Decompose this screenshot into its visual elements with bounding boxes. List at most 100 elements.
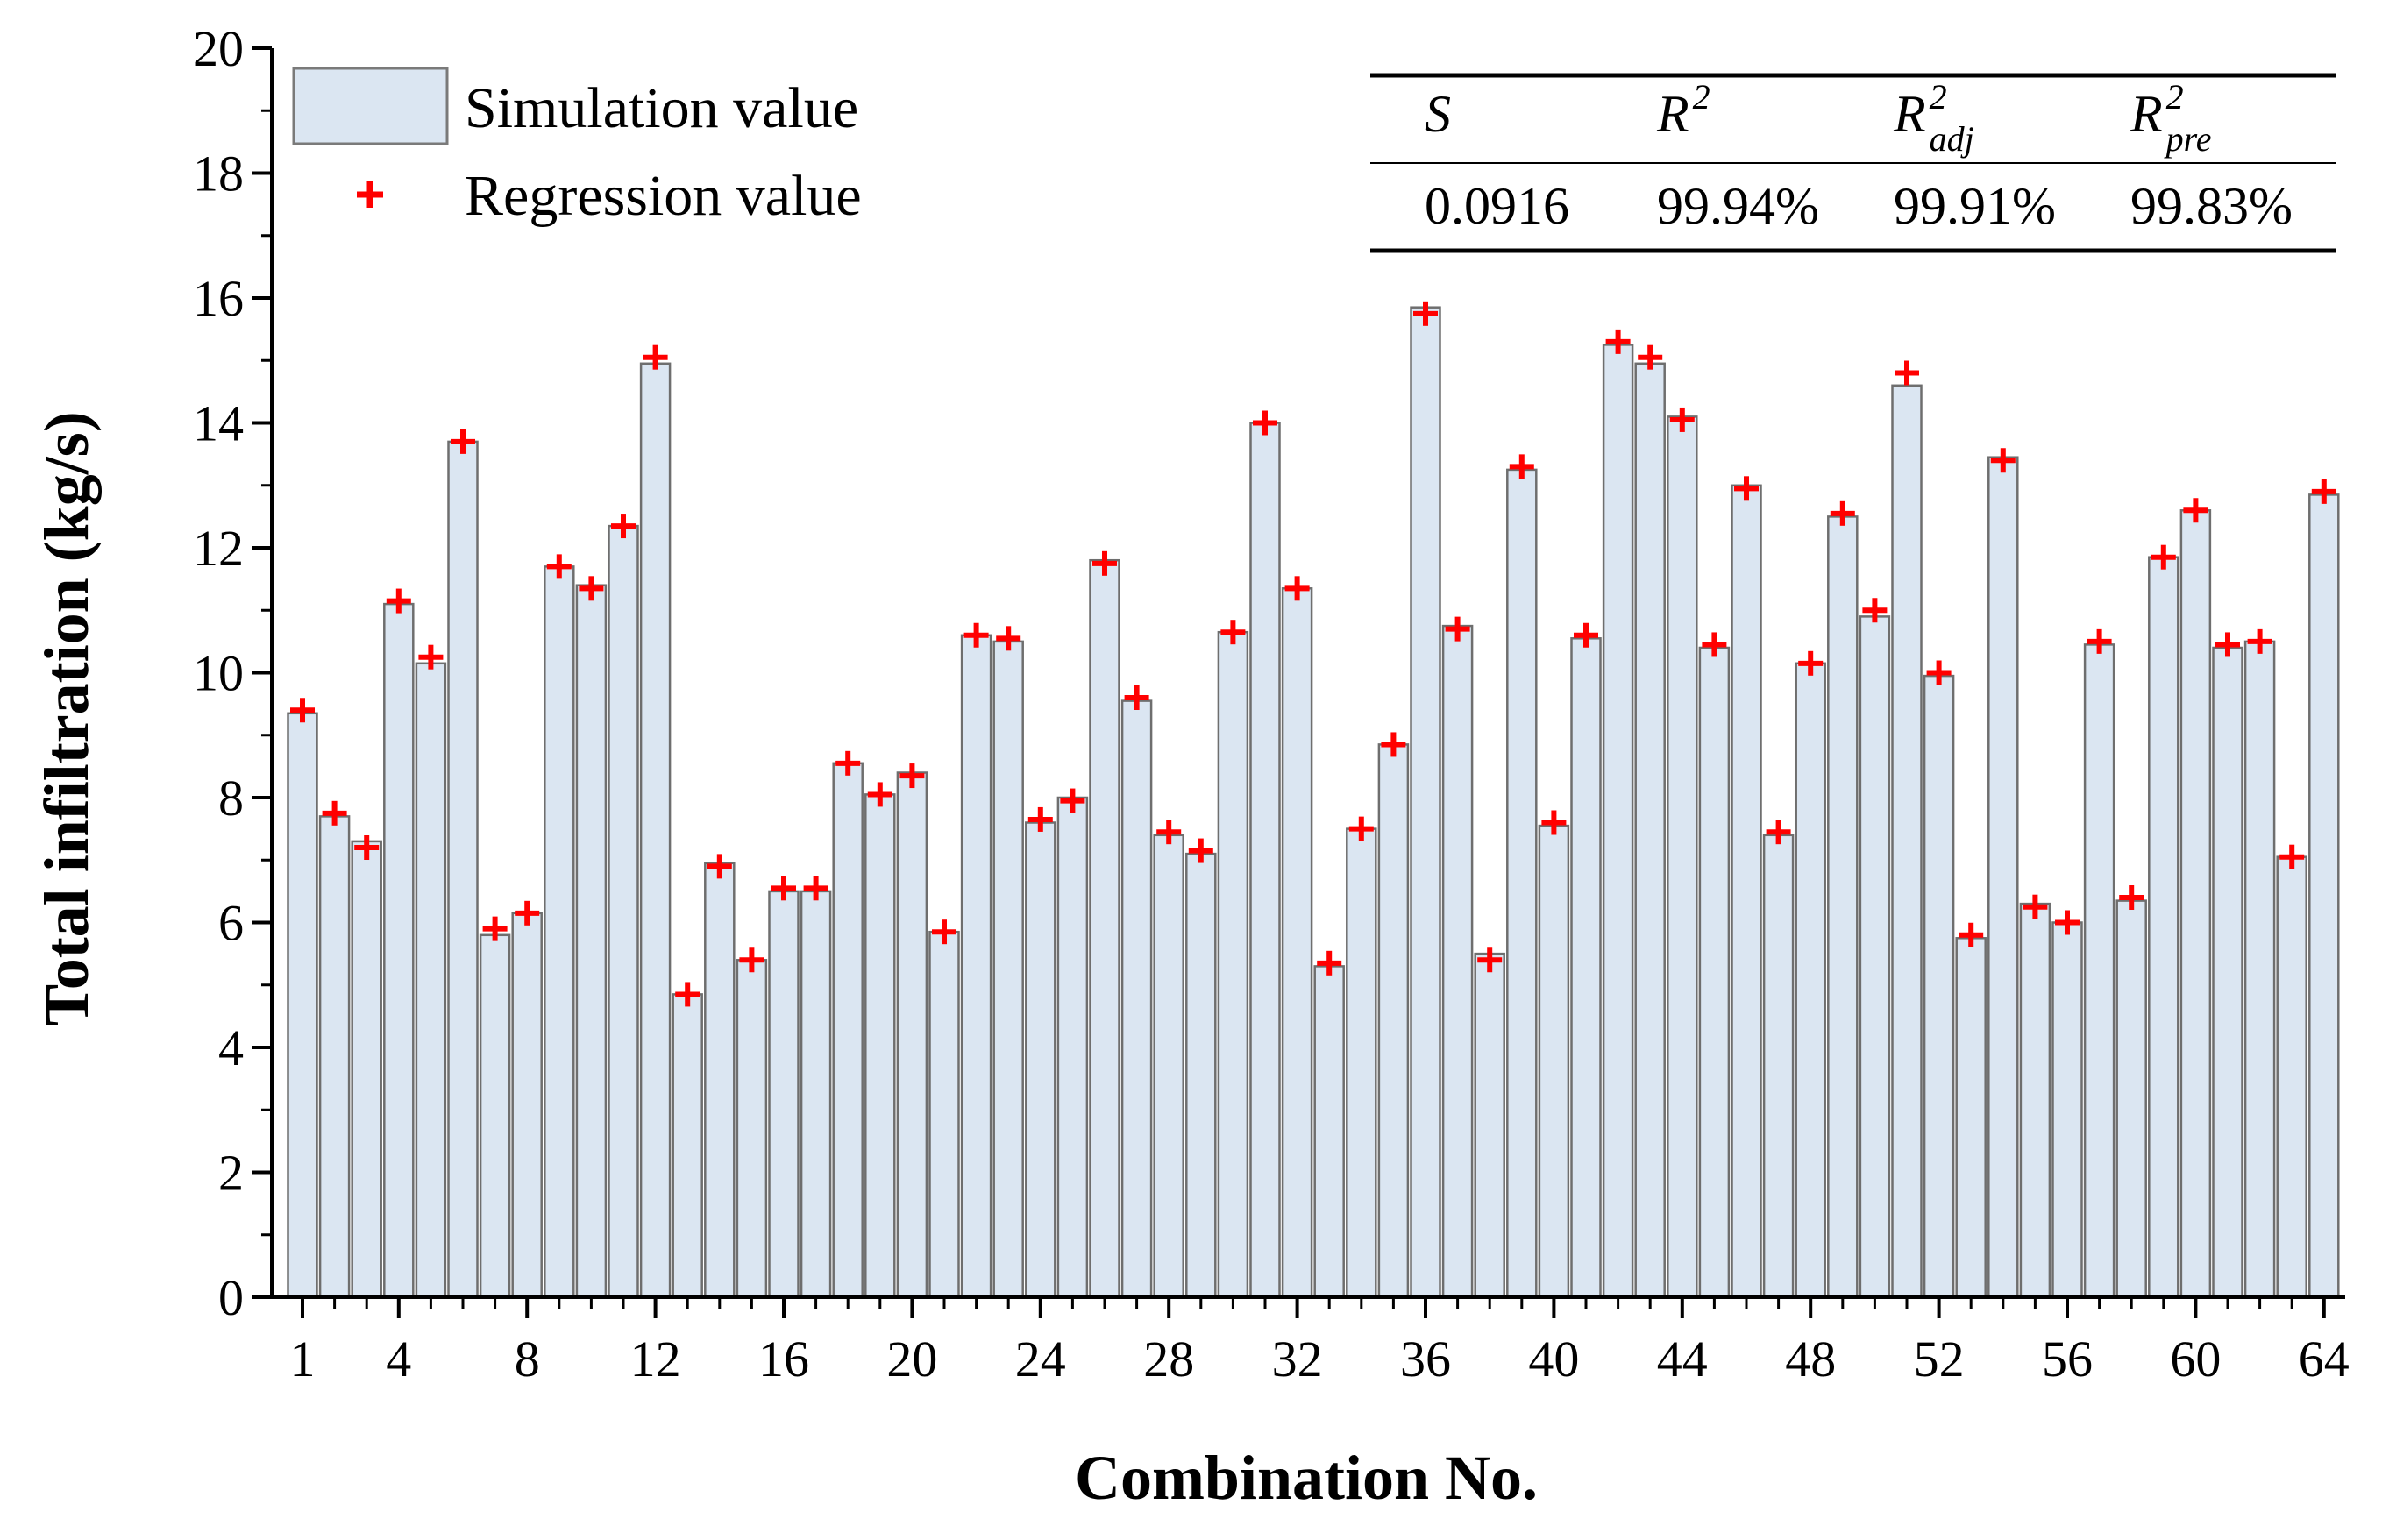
x-tick-label: 56 [2042,1331,2093,1387]
marker-25 [1060,788,1085,813]
marker-2 [322,800,347,826]
marker-60 [2183,498,2208,523]
marker-50 [1862,598,1888,623]
marker-31 [1253,410,1277,436]
marker-8 [515,900,540,926]
bar-9 [544,565,575,1299]
bar-43 [1634,362,1666,1299]
marker-19 [867,782,892,807]
legend: Simulation value Regression value [292,67,862,228]
bar-41 [1570,637,1602,1299]
bar-40 [1538,824,1570,1299]
x-tick-label: 1 [290,1331,316,1387]
marker-14 [707,854,732,879]
marker-11 [611,514,636,539]
x-tick-label: 48 [1785,1331,1836,1387]
marker-56 [2055,910,2080,935]
marker-24 [1027,806,1053,832]
bar-62 [2243,640,2276,1299]
x-tick-label: 52 [1914,1331,1965,1387]
marker-39 [1509,454,1534,479]
stats-value-1: 99.94% [1657,177,1819,235]
stats-value-3: 99.83% [2130,177,2293,235]
y-tick-label: 4 [218,1019,244,1076]
marker-49 [1830,500,1855,526]
bar-63 [2276,855,2307,1299]
x-tick-label: 4 [386,1331,411,1387]
bar-29 [1185,852,1217,1299]
bar-48 [1795,662,1826,1299]
bar-58 [2115,899,2147,1299]
legend-label-simulation: Simulation value [465,76,858,140]
marker-15 [739,947,764,973]
marker-64 [2311,479,2336,504]
marker-23 [996,626,1021,651]
bar-12 [639,362,672,1299]
marker-61 [2215,632,2240,657]
marker-27 [1124,685,1149,710]
marker-7 [482,916,508,941]
y-tick-label: 16 [193,270,244,327]
marker-62 [2247,628,2272,654]
marker-33 [1317,950,1342,976]
bar-60 [2179,509,2212,1299]
x-axis-title: Combination No. [1075,1443,1538,1513]
marker-4 [386,588,411,614]
marker-13 [675,982,700,1007]
marker-10 [579,576,604,601]
marker-40 [1541,810,1567,835]
bar-61 [2212,646,2243,1299]
marker-47 [1766,820,1791,845]
bar-4 [383,602,415,1299]
markers-layer [290,301,2336,1007]
bar-54 [1987,456,2019,1299]
bar-20 [896,771,928,1299]
bar-55 [2019,902,2051,1299]
bar-33 [1313,965,1345,1299]
x-tick-label: 44 [1657,1331,1708,1387]
bar-3 [351,840,382,1299]
legend-marker-regression [357,181,383,208]
marker-59 [2151,544,2176,570]
bar-39 [1506,468,1538,1299]
bar-21 [928,930,960,1299]
marker-20 [899,763,925,789]
bar-44 [1667,415,1698,1299]
marker-63 [2279,844,2305,869]
bar-47 [1762,834,1795,1299]
marker-32 [1284,576,1310,601]
bar-28 [1153,834,1184,1299]
bar-32 [1281,587,1313,1299]
bar-52 [1923,674,1955,1299]
stats-value-0: 0.0916 [1425,177,1569,235]
bar-31 [1249,422,1281,1299]
marker-26 [1092,550,1117,576]
legend-swatch-simulation [292,67,449,145]
y-tick-label: 0 [218,1269,244,1326]
marker-37 [1445,616,1470,642]
y-axis-title: Total infiltration (kg/s) [32,411,102,1025]
marker-57 [2087,628,2112,654]
marker-22 [963,622,989,648]
stats-header-3: R 2 pre [2130,77,2212,159]
bar-56 [2051,921,2083,1299]
bar-24 [1025,821,1056,1299]
bar-15 [736,959,768,1299]
marker-36 [1413,301,1438,326]
x-tick-label: 64 [2299,1331,2350,1387]
bar-16 [768,890,800,1299]
marker-43 [1638,344,1663,370]
marker-34 [1348,816,1374,841]
stats-value-2: 99.91% [1894,177,2056,235]
x-tick-label: 12 [630,1331,681,1387]
bar-22 [960,634,992,1299]
marker-48 [1798,650,1824,676]
marker-1 [290,698,315,723]
y-axis-ticks: 0 2 4 6 8 10 12 14 16 18 20 [193,20,272,1326]
bars-layer [287,306,2340,1299]
bar-46 [1731,484,1762,1299]
bar-64 [2308,493,2340,1299]
marker-30 [1220,620,1246,645]
x-tick-label: 36 [1400,1331,1451,1387]
